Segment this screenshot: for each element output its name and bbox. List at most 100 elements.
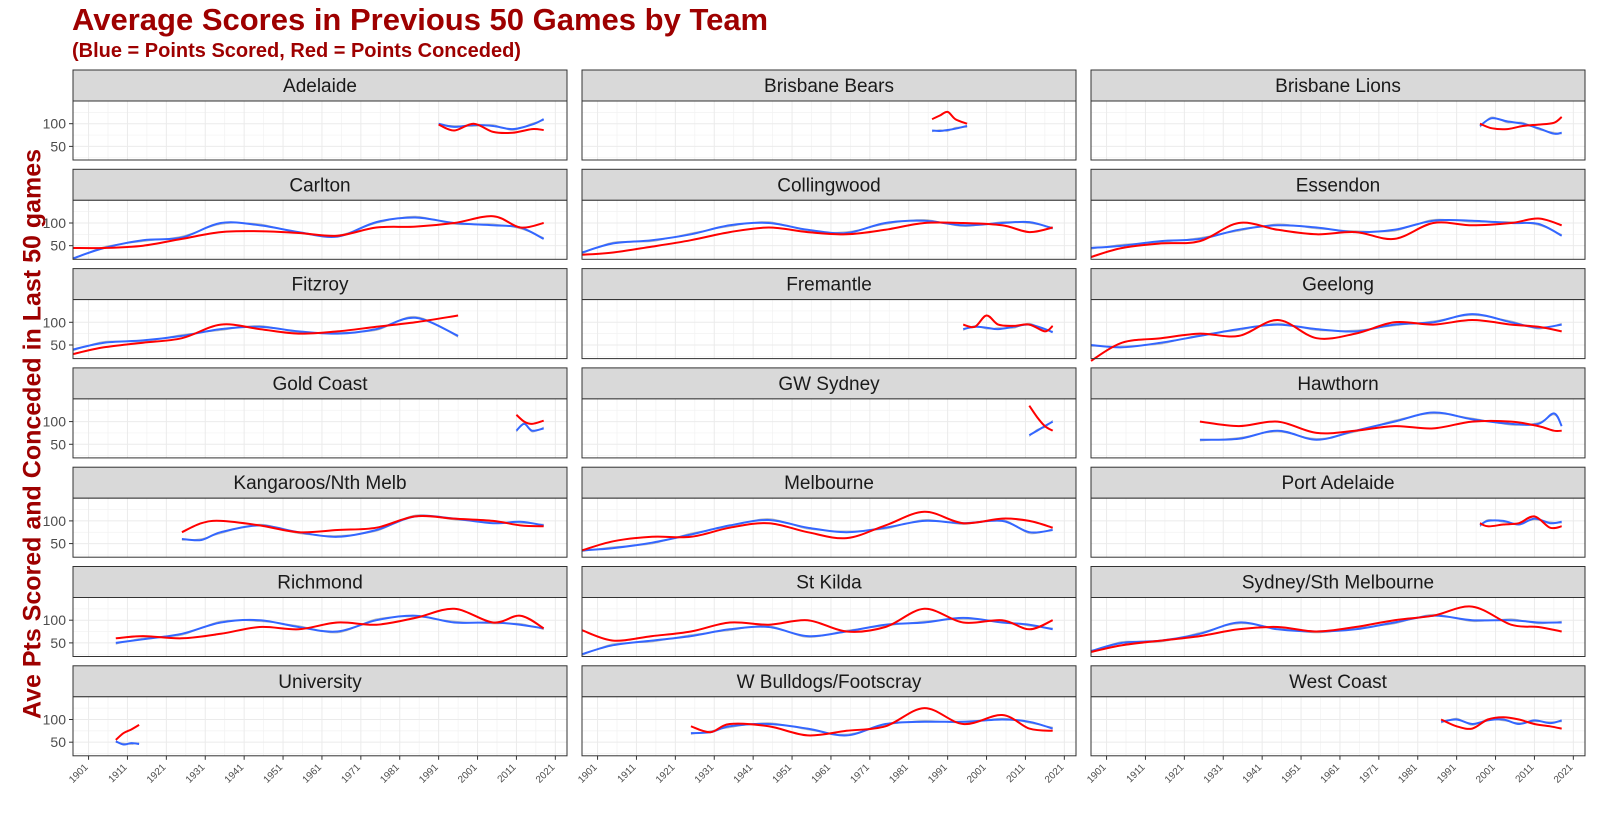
- facet-strip-label: Adelaide: [283, 76, 357, 97]
- scored-line: [581, 219, 1053, 254]
- panel-border: [72, 199, 568, 260]
- x-tick-label: 2021: [534, 762, 558, 786]
- panel-border: [1090, 398, 1586, 459]
- x-tick-label: 1981: [1396, 762, 1420, 786]
- facet-strip-label: W Bulldogs/Footscray: [737, 672, 922, 693]
- scored-line: [115, 740, 140, 746]
- panel-background: [1091, 498, 1585, 558]
- facet-strip: [72, 69, 568, 102]
- x-tick-label: 1951: [262, 762, 286, 786]
- y-tick-label: 50: [50, 138, 66, 154]
- facet-strip-label: Collingwood: [777, 175, 881, 196]
- y-tick-label: 100: [43, 314, 67, 330]
- conceded-line: [72, 215, 544, 250]
- scored-line: [581, 518, 1053, 552]
- facet-strip: [581, 466, 1077, 499]
- facet-strip-label: Kangaroos/Nth Melb: [233, 473, 406, 494]
- facet-strip: [581, 168, 1077, 201]
- facet-strip-label: Carlton: [289, 175, 350, 196]
- panel-border: [1090, 497, 1586, 558]
- panel-border: [1090, 597, 1586, 657]
- conceded-line: [962, 314, 1054, 333]
- conceded-line: [1479, 116, 1563, 131]
- x-tick-label: 1911: [616, 762, 639, 785]
- panel-background: [73, 398, 567, 458]
- facet-strip: [581, 566, 1077, 598]
- panel-border: [581, 299, 1077, 360]
- x-tick-label: 1961: [301, 762, 325, 786]
- facet-strip: [1090, 168, 1586, 201]
- x-tick-label: 1931: [184, 762, 208, 786]
- x-tick-label: 1991: [1435, 762, 1459, 786]
- scored-line: [515, 422, 544, 432]
- panel-background: [73, 299, 567, 359]
- panel-border: [72, 696, 568, 757]
- x-tick-label: 2001: [965, 762, 989, 786]
- y-tick-label: 100: [43, 215, 67, 231]
- x-tick-label: 1951: [1280, 762, 1304, 786]
- facet-strip: [72, 268, 568, 301]
- y-tick-label: 50: [50, 337, 66, 353]
- x-tick-label: 1991: [417, 762, 441, 786]
- x-tick-label: 2011: [1514, 762, 1537, 785]
- x-tick-label: 1921: [1163, 762, 1187, 786]
- facet-strip-label: Essendon: [1296, 175, 1381, 196]
- facet-strip-label: Richmond: [277, 573, 363, 594]
- x-tick-label: 1951: [771, 762, 795, 786]
- y-tick-label: 50: [50, 436, 66, 452]
- y-tick-label: 50: [50, 734, 66, 750]
- conceded-line: [581, 221, 1053, 256]
- scored-line: [181, 514, 544, 542]
- panel-border: [72, 398, 568, 459]
- y-tick-label: 100: [43, 513, 67, 529]
- facet-strip: [581, 69, 1077, 102]
- panel-border: [581, 398, 1077, 459]
- conceded-line: [72, 314, 459, 356]
- chart-subtitle: (Blue = Points Scored, Red = Points Conc…: [72, 40, 521, 62]
- facet-strip-label: Geelong: [1302, 275, 1374, 296]
- x-tick-label: 1931: [693, 762, 717, 786]
- panel-border: [72, 299, 568, 360]
- panel-background: [73, 597, 567, 657]
- conceded-line: [1479, 515, 1562, 530]
- x-tick-label: 2011: [1005, 762, 1028, 785]
- facet-strip-label: Hawthorn: [1297, 374, 1378, 395]
- panel-border: [1090, 100, 1586, 161]
- y-tick-label: 50: [50, 536, 66, 552]
- x-tick-label: 1921: [145, 762, 169, 786]
- x-tick-label: 1911: [1125, 762, 1148, 785]
- facet-strip: [1090, 69, 1586, 102]
- conceded-line: [1199, 419, 1562, 435]
- panel-border: [72, 100, 568, 161]
- x-tick-label: 1901: [576, 762, 600, 786]
- facet-strip: [1090, 665, 1586, 698]
- x-tick-label: 2021: [1043, 762, 1067, 786]
- panel-background: [1091, 398, 1585, 458]
- x-tick-label: 1971: [339, 762, 363, 786]
- panel-border: [581, 696, 1077, 757]
- y-tick-label: 100: [43, 612, 67, 628]
- facet-strip-label: Fitzroy: [292, 275, 350, 296]
- panel-border: [1090, 299, 1586, 360]
- conceded-line: [1440, 716, 1562, 730]
- conceded-line: [1090, 605, 1562, 653]
- facet-strip-label: Gold Coast: [272, 374, 368, 395]
- conceded-line: [581, 510, 1053, 552]
- panel-background: [582, 398, 1076, 458]
- facet-strip-label: GW Sydney: [778, 374, 880, 395]
- y-tick-label: 100: [43, 414, 67, 430]
- conceded-line: [931, 110, 968, 125]
- x-tick-label: 1931: [1202, 762, 1226, 786]
- panel-border: [581, 597, 1077, 657]
- facet-strip: [1090, 466, 1586, 499]
- conceded-line: [1090, 217, 1563, 258]
- facet-strip-label: Melbourne: [784, 473, 874, 494]
- facet-strip-label: Fremantle: [786, 275, 872, 296]
- scored-line: [1479, 117, 1562, 135]
- conceded-line: [690, 707, 1053, 737]
- x-tick-label: 2001: [1474, 762, 1498, 786]
- x-tick-label: 1991: [926, 762, 950, 786]
- panel-background: [582, 696, 1076, 756]
- x-tick-label: 1941: [732, 762, 756, 786]
